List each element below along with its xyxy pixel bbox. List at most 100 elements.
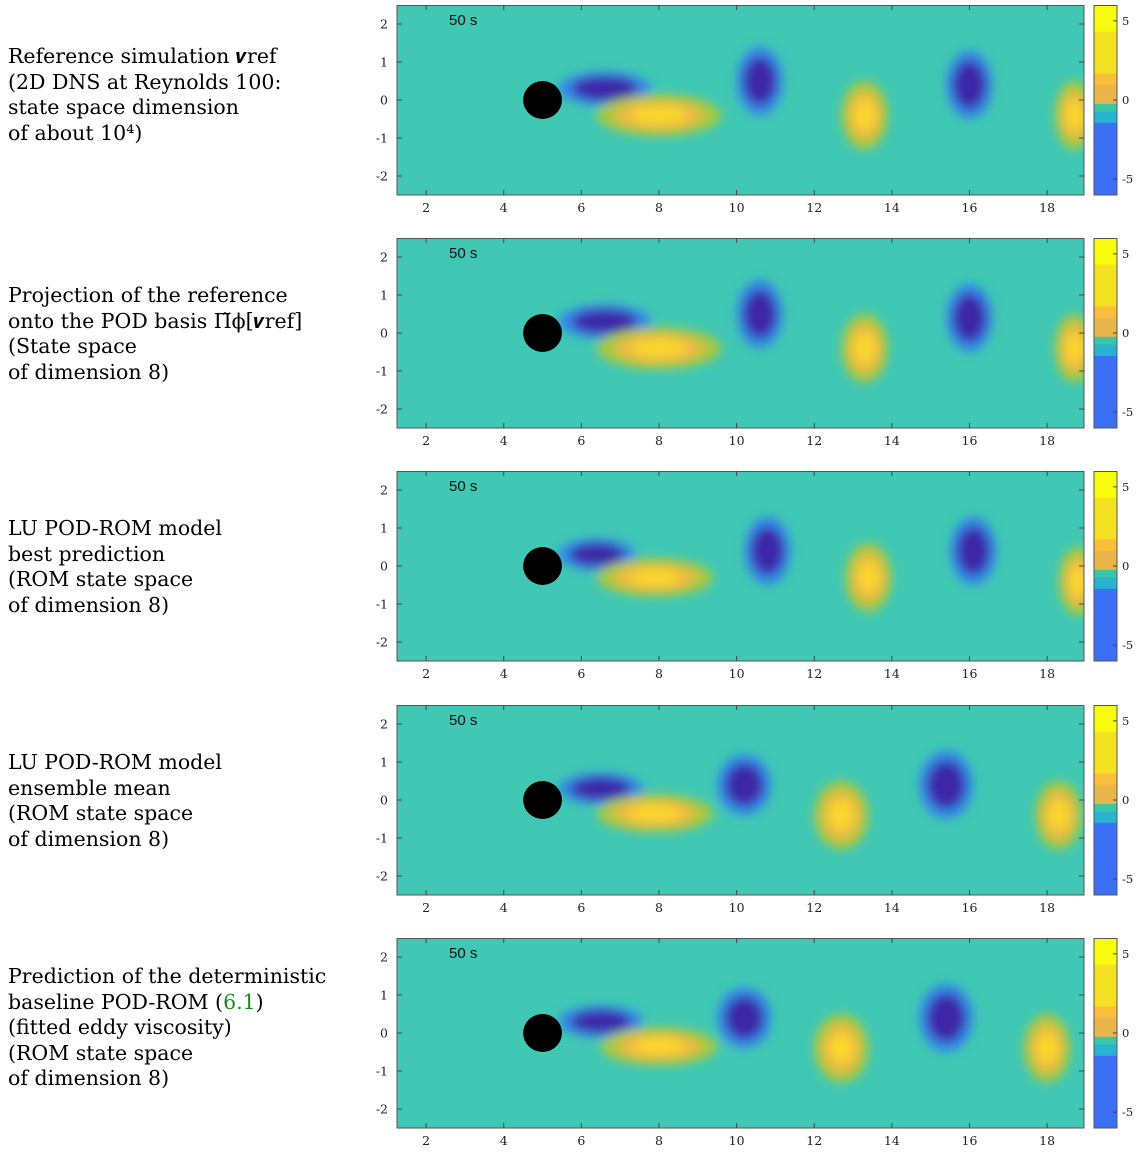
- y-tick-label: 0: [380, 1026, 388, 1041]
- caption-reference: Reference simulation 𝒗ref (2D DNS at Reyn…: [8, 44, 281, 146]
- colorbar-segment: [1094, 705, 1117, 733]
- caption-line: ensemble mean: [8, 775, 171, 800]
- x-tick-label: 18: [1039, 433, 1055, 448]
- vortex-negative: [749, 65, 771, 97]
- x-tick-label: 10: [729, 1133, 745, 1148]
- vortex-positive: [854, 99, 876, 131]
- y-tick-label: -1: [376, 831, 388, 846]
- time-label: 50 s: [449, 245, 477, 262]
- vortex-positive: [628, 804, 682, 822]
- x-tick-label: 16: [962, 200, 978, 215]
- caption-line: (ROM state space: [8, 801, 194, 825]
- colorbar-segment: [1094, 1044, 1117, 1057]
- colorbar-tick-label: -5: [1122, 1105, 1133, 1119]
- y-tick-label: -1: [376, 364, 388, 379]
- colorbar-tick-label: -5: [1122, 172, 1133, 186]
- y-tick-label: 1: [380, 988, 388, 1003]
- y-tick-label: 2: [380, 250, 388, 265]
- colorbar-segment: [1094, 938, 1117, 966]
- vortex-negative: [757, 535, 779, 567]
- colorbar-tick-label: 5: [1122, 247, 1129, 261]
- colorbar-segment: [1094, 822, 1117, 896]
- vortex-positive: [631, 105, 687, 125]
- colorbar-segment: [1094, 569, 1117, 578]
- caption-line: (ROM state space: [8, 567, 194, 591]
- colorbar-segment: [1094, 1055, 1117, 1129]
- x-tick-label: 6: [577, 666, 585, 681]
- vortex-negative: [732, 771, 757, 799]
- vortex-negative: [959, 69, 980, 101]
- colorbar-tick-label: 0: [1122, 1026, 1129, 1040]
- caption-line: state space dimension: [8, 95, 239, 119]
- y-tick-label: -1: [376, 1064, 388, 1079]
- x-tick-label: 2: [422, 900, 430, 915]
- caption-line: (ROM state space: [8, 1040, 194, 1065]
- caption-projection: Projection of the reference onto the POD …: [8, 283, 302, 385]
- caption-line: Prediction of the deterministic: [8, 964, 327, 988]
- y-tick-label: 0: [380, 793, 388, 808]
- colorbar-segment: [1094, 73, 1117, 86]
- x-tick-label: 6: [577, 900, 585, 915]
- y-tick-label: -1: [376, 131, 388, 146]
- colorbar-segment: [1094, 1017, 1117, 1038]
- y-tick-label: 2: [380, 950, 388, 965]
- colorbar-segment: [1094, 497, 1117, 540]
- x-tick-label: 14: [884, 200, 900, 215]
- x-tick-label: 16: [962, 900, 978, 915]
- equation-reference-link[interactable]: 6.1: [223, 989, 256, 1014]
- cylinder-obstacle: [523, 81, 562, 119]
- x-tick-label: 8: [655, 900, 663, 915]
- caption-line: (State space: [8, 334, 137, 358]
- y-tick-label: 1: [380, 288, 388, 303]
- vortex-positive: [1065, 332, 1084, 364]
- x-tick-label: 8: [655, 666, 663, 681]
- x-tick-label: 18: [1039, 666, 1055, 681]
- x-tick-label: 10: [729, 433, 745, 448]
- caption-line: (2D DNS at Reynolds 100:: [8, 69, 282, 94]
- time-label: 50 s: [449, 945, 477, 962]
- colorbar-segment: [1094, 122, 1117, 196]
- time-label: 50 s: [449, 478, 477, 495]
- caption-lu-best: LU POD-ROM model best prediction (ROM stat…: [8, 516, 222, 618]
- x-tick-label: 4: [500, 200, 508, 215]
- x-tick-label: 6: [577, 200, 585, 215]
- x-tick-label: 6: [577, 1133, 585, 1148]
- vortex-positive: [628, 568, 682, 586]
- colorbar-segment: [1094, 111, 1117, 124]
- colorbar-segment: [1094, 803, 1117, 812]
- cylinder-obstacle: [523, 781, 562, 819]
- colorbar-segment: [1094, 238, 1117, 266]
- colorbar-segment: [1094, 103, 1117, 112]
- y-tick-label: 0: [380, 93, 388, 108]
- caption-line: best prediction: [8, 541, 166, 566]
- caption-line: baseline POD-ROM (6.1): [8, 989, 264, 1014]
- vortex-positive: [1069, 565, 1084, 597]
- y-tick-label: 0: [380, 559, 388, 574]
- x-tick-label: 10: [729, 200, 745, 215]
- cylinder-obstacle: [523, 314, 562, 352]
- colorbar-tick-label: 5: [1122, 480, 1129, 494]
- x-tick-label: 12: [806, 433, 822, 448]
- vortex-negative: [579, 547, 615, 562]
- x-tick-label: 2: [422, 666, 430, 681]
- colorbar-segment: [1094, 336, 1117, 345]
- x-tick-label: 2: [422, 200, 430, 215]
- vortex-negative: [959, 302, 980, 334]
- vortex-positive: [854, 332, 876, 364]
- colorbar-segment: [1094, 773, 1117, 786]
- colorbar-segment: [1094, 784, 1117, 805]
- vortex-negative: [583, 80, 626, 97]
- y-tick-label: -2: [376, 1102, 388, 1117]
- vortex-negative: [749, 298, 771, 330]
- x-tick-label: 14: [884, 666, 900, 681]
- caption-line: of dimension 8): [8, 592, 170, 617]
- colorbar-segment: [1094, 731, 1117, 774]
- x-tick-label: 2: [422, 1133, 430, 1148]
- x-tick-label: 16: [962, 1133, 978, 1148]
- x-tick-label: 18: [1039, 900, 1055, 915]
- colorbar-segment: [1094, 964, 1117, 1007]
- colorbar-tick-label: 0: [1122, 793, 1129, 807]
